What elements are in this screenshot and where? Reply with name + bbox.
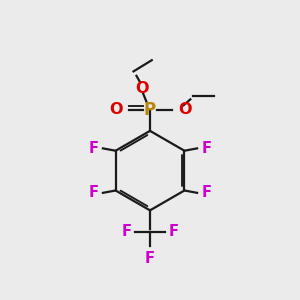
Text: F: F (121, 224, 131, 239)
Text: O: O (135, 81, 148, 96)
Text: F: F (145, 251, 155, 266)
Text: F: F (201, 141, 211, 156)
Text: F: F (201, 185, 211, 200)
Text: F: F (169, 224, 179, 239)
Text: O: O (109, 102, 123, 117)
Text: F: F (89, 141, 99, 156)
Text: O: O (178, 102, 192, 117)
Text: P: P (144, 101, 156, 119)
Text: F: F (89, 185, 99, 200)
